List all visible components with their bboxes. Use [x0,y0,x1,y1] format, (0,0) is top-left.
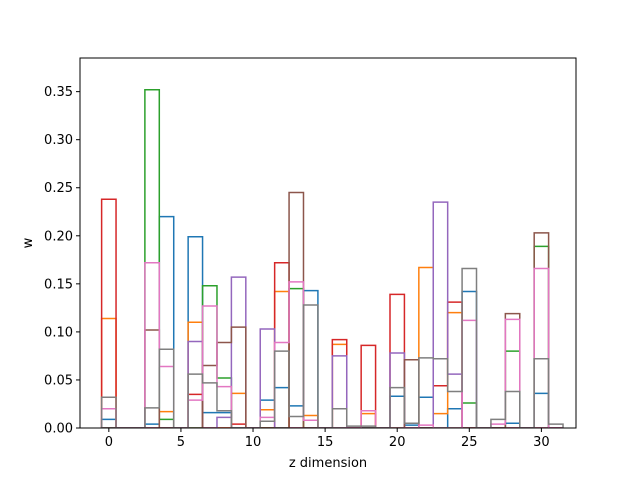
x-tick-label: 25 [461,435,478,450]
y-tick-label: 0.25 [44,181,73,196]
series-layer [100,88,564,428]
y-tick-label: 0.30 [44,133,73,148]
y-tick-label: 0.15 [44,277,73,292]
x-tick-label: 30 [533,435,550,450]
series-5-step-line [101,201,564,428]
series-8-step-line [100,267,564,428]
x-tick-label: 20 [389,435,406,450]
y-tick-label: 0.20 [44,229,73,244]
x-tick-label: 5 [177,435,185,450]
x-axis-label: z dimension [289,456,367,471]
series-1-step-line [100,215,564,428]
y-tick-label: 0.05 [44,373,73,388]
x-tick-label: 10 [245,435,262,450]
x-axis: 0 5 10 15 20 25 30 [105,428,550,450]
plot-frame [79,57,577,429]
y-axis-label: w [21,237,36,248]
y-tick-label: 0.35 [44,85,73,100]
x-tick-label: 0 [105,435,113,450]
y-axis: 0.00 0.05 0.10 0.15 0.20 0.25 0.30 0.35 [44,85,80,437]
y-tick-label: 0.00 [44,422,73,437]
y-tick-label: 0.10 [44,325,73,340]
x-tick-label: 15 [317,435,334,450]
